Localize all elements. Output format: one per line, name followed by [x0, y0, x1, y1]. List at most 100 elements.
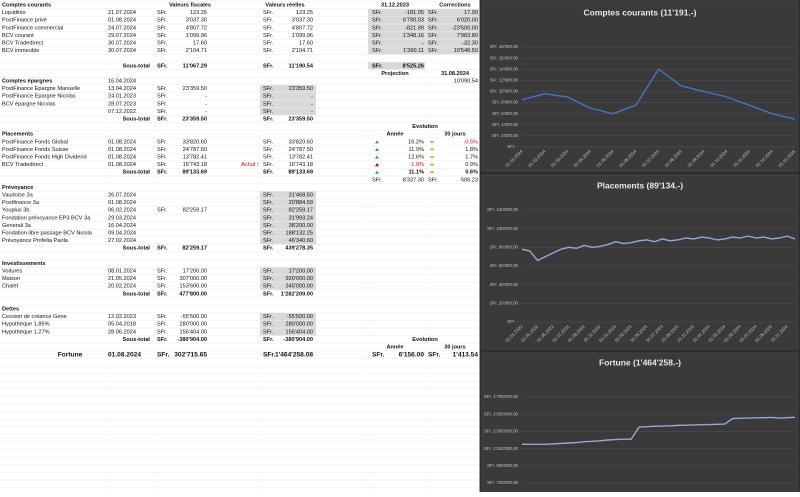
cell-text: SFr. [263, 86, 274, 92]
trend-icon [375, 163, 379, 167]
cell-text: 7'983.80 [457, 33, 478, 39]
cell-text: SFr. [372, 48, 383, 54]
y-tick-label: SFr. 12'000.00 [490, 77, 519, 82]
cell-text: 156'404.00 [179, 329, 207, 335]
cell-text: 302'715.65 [174, 351, 207, 358]
cell-text: 0.9% [465, 162, 478, 168]
cell-text: SFr. [263, 329, 274, 335]
cell-text: SFr. [157, 109, 168, 115]
sheet-background [0, 0, 480, 492]
cell-text: 30 jours [444, 344, 465, 350]
cell-text: - [422, 40, 424, 46]
cell-text: SFr. [157, 40, 168, 46]
y-tick-label: SFr. 40'000.00 [490, 282, 519, 287]
cell-text: 280'000.00 [285, 322, 313, 328]
chart-title: Placements (89'134.-) [597, 180, 683, 190]
cell-text: -1.9% [409, 162, 424, 168]
cell-text: SFr. [157, 208, 168, 214]
cell-text: 0.6% [465, 170, 478, 176]
cell-text: BCV épargne Nicolas [2, 101, 56, 107]
cell-text: SFr. [263, 154, 274, 160]
cell-text: 11.1% [408, 170, 424, 176]
cell-text: -55'500.00 [287, 314, 313, 320]
cell-text: SFr. [263, 101, 274, 107]
cell-text: 11'067.29 [183, 63, 207, 69]
cell-text: SFr. [263, 18, 274, 24]
y-tick-label: SFr. 8'000.00 [492, 100, 519, 105]
cell-text: SFr. [263, 192, 274, 198]
cell-text: SFr. [157, 291, 168, 297]
trend-flat-icon [430, 156, 434, 158]
cell-text: 31.08.2024 [441, 71, 470, 77]
cell-text: 16'743.18 [289, 162, 313, 168]
cell-text: SFr. [157, 154, 168, 160]
cell-text: Dettes [2, 306, 19, 312]
cell-text: 23'359.50 [288, 116, 313, 122]
cell-text: PostFinance commercial [2, 25, 63, 31]
cell-text: SFr. [263, 10, 274, 16]
cell-text: 08.01.2024 [108, 268, 136, 274]
cell-text: SFr. [263, 33, 274, 39]
cell-text: SFr. [428, 48, 439, 54]
cell-text: Sous-total [123, 116, 151, 122]
cell-text: Sous-total [123, 291, 151, 297]
cell-text: SFr. [263, 48, 274, 54]
cell-text: 11.9% [409, 147, 424, 153]
cell-text: 1'413.54 [453, 351, 479, 358]
cell-text: 10'548.50 [454, 48, 478, 54]
cell-text: 1'282'200.00 [281, 291, 313, 297]
cell-text: 17.90 [464, 10, 478, 16]
cell-text: SFr. [263, 223, 274, 229]
cell-text: - [311, 101, 313, 107]
series-line [522, 416, 796, 445]
cell-text: SFr. [157, 101, 168, 107]
cell-text: - [205, 101, 207, 107]
cell-text: SFr. [157, 314, 168, 320]
cell-text: Sous-total [123, 63, 151, 69]
cell-shade [260, 191, 316, 245]
cell-text: SFr. [428, 10, 439, 16]
cell-text: 1.7% [465, 154, 478, 160]
cell-text: Année [386, 344, 403, 350]
cell-text: 17.60 [299, 40, 313, 46]
cell-text: SFr. [263, 322, 274, 328]
cell-text: 4'807.72 [292, 25, 313, 31]
y-tick-label: SFr. 100'000.00 [487, 226, 518, 231]
cell-text: 6'790.03 [403, 18, 424, 24]
cell-text: BCV Tradedirect [2, 162, 43, 168]
cell-text: 38'200.00 [289, 223, 313, 229]
cell-text: 01.08.2024 [108, 18, 136, 24]
cell-text: 33'820.60 [289, 139, 313, 145]
chart-background [481, 0, 799, 172]
trend-flat-icon [430, 141, 434, 143]
cell-text: 27.02.2024 [108, 238, 136, 244]
cell-text: 3'037.30 [292, 18, 313, 24]
cell-text: 17'200.00 [289, 268, 313, 274]
cell-text: 01.08.2024 [108, 351, 141, 358]
cell-text: 13'782.41 [183, 154, 207, 160]
cell-text: -380'904.00 [283, 337, 313, 343]
y-tick-label: SFr. 2'000.00 [492, 133, 519, 138]
cell-text: PostFinance Epargne Nicolas [2, 94, 76, 100]
cell-text: Hypothèque 1.85% [2, 322, 50, 328]
cell-text: SFr. [157, 33, 168, 39]
y-tick-label: SFr. 1'300'000.00 [484, 429, 519, 434]
cell-text: SFr. [157, 322, 168, 328]
cell-text: SFr. [372, 18, 383, 24]
cell-text: 1'099.96 [292, 33, 313, 39]
cell-text: -23'500.00 [452, 25, 478, 31]
cell-text: Placements [2, 132, 33, 138]
cell-text: 17'200.00 [183, 268, 207, 274]
cell-text: -32.30 [462, 40, 478, 46]
cell-text: SFr. [372, 25, 383, 31]
cell-text: SFr. [157, 10, 168, 16]
cell-text: Fortune [58, 351, 83, 358]
cell-text: 30.07.2024 [108, 40, 136, 46]
cell-text: Sous-total [123, 246, 151, 252]
cell-text: SFr. [157, 246, 168, 252]
cell-text: SFr. [157, 147, 168, 153]
cell-text: BCV courant [2, 33, 34, 39]
cell-text: 12.02.2023 [108, 314, 136, 320]
cell-text: 188'132.25 [285, 230, 313, 236]
chart-title: Comptes courants (11'191.-) [583, 7, 696, 17]
